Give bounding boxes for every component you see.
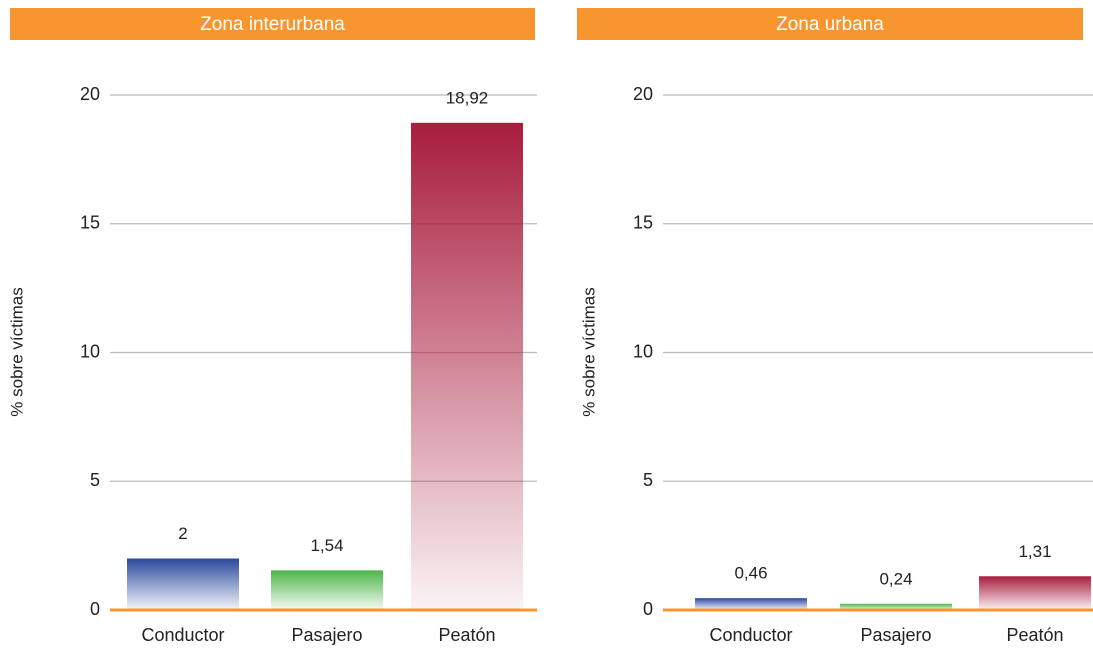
chart-title: Zona urbana [776, 14, 884, 35]
y-tick-label: 15 [80, 213, 100, 233]
x-tick-label: Pasajero [291, 625, 362, 645]
x-tick-label: Conductor [709, 625, 792, 645]
y-tick-label: 20 [80, 84, 100, 104]
y-axis-label: % sobre víctimas [7, 287, 26, 416]
data-label: 2 [178, 524, 187, 543]
data-label: 1,54 [310, 536, 343, 555]
header-bar [577, 8, 1083, 40]
header-bar [10, 8, 535, 40]
y-axis-label: % sobre víctimas [579, 287, 598, 416]
bar [695, 598, 807, 610]
y-tick-label: 10 [633, 341, 653, 361]
bar [127, 558, 239, 610]
bar [271, 570, 383, 610]
bar [979, 576, 1091, 610]
y-tick-label: 10 [80, 341, 100, 361]
data-label: 0,24 [879, 569, 912, 588]
y-tick-label: 20 [633, 84, 653, 104]
data-label: 18,92 [446, 88, 489, 107]
x-tick-label: Pasajero [860, 625, 931, 645]
x-tick-label: Conductor [141, 625, 224, 645]
y-tick-label: 0 [90, 599, 100, 619]
x-tick-label: Peatón [438, 625, 495, 645]
bar [840, 603, 952, 610]
chart-title: Zona interurbana [200, 14, 345, 35]
y-tick-label: 5 [90, 470, 100, 490]
bar [411, 122, 523, 610]
data-label: 1,31 [1018, 542, 1051, 561]
x-tick-label: Peatón [1006, 625, 1063, 645]
y-tick-label: 5 [643, 470, 653, 490]
y-tick-label: 15 [633, 213, 653, 233]
data-label: 0,46 [734, 564, 767, 583]
y-tick-label: 0 [643, 599, 653, 619]
